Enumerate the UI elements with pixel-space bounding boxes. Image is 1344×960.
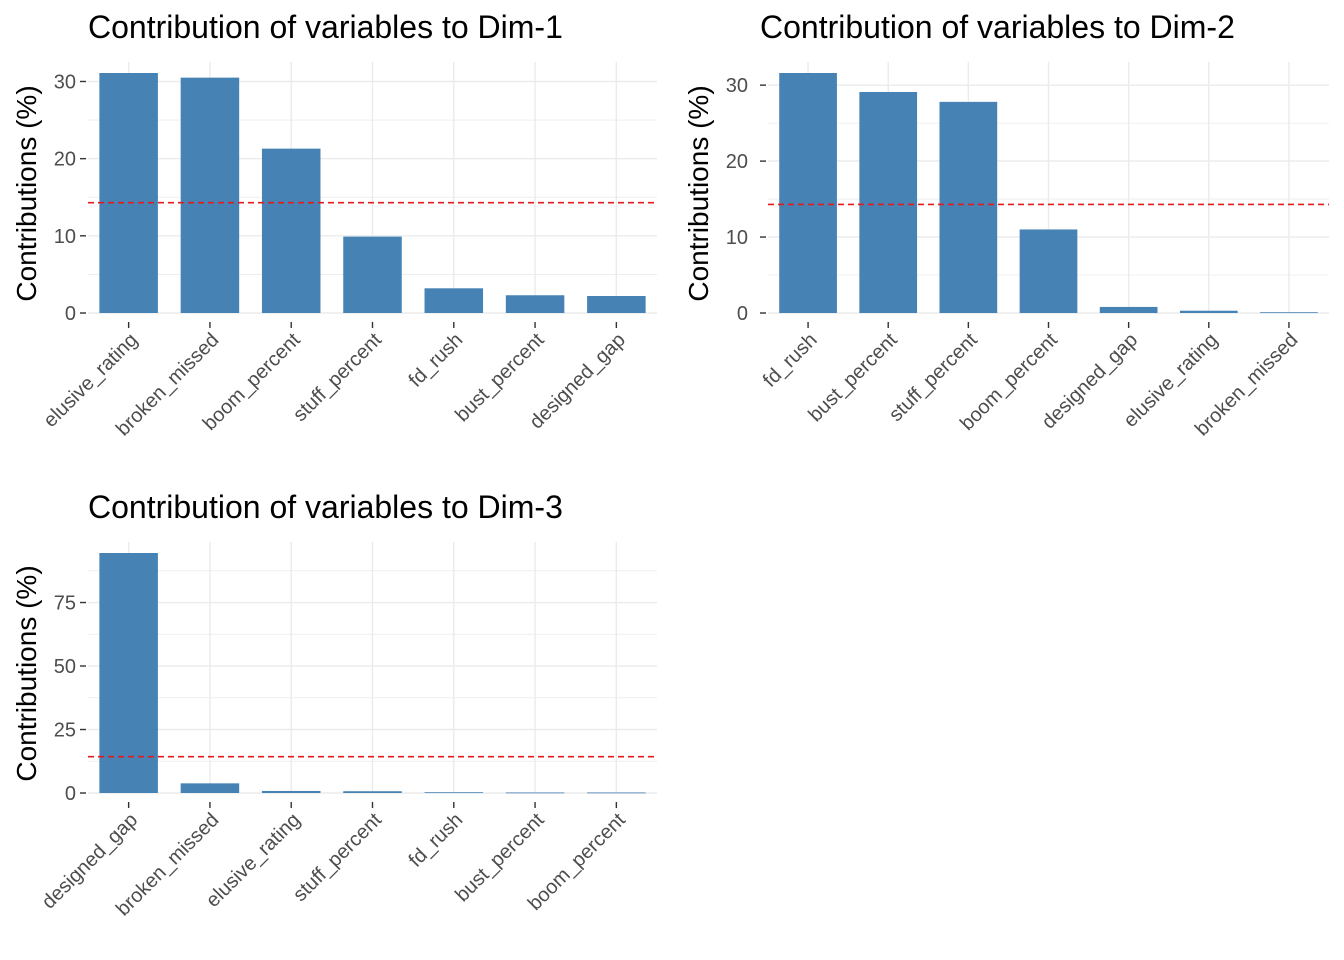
panel-dim-3: 0255075designed_gapbroken_missedelusive_… — [11, 489, 657, 920]
y-tick-label: 25 — [54, 720, 76, 742]
bar-elusive_rating — [261, 790, 321, 793]
bar-bust_percent — [859, 91, 918, 314]
bar-broken_missed — [1260, 312, 1318, 314]
bar-stuff_percent — [939, 101, 998, 314]
chart-title: Contribution of variables to Dim-2 — [760, 9, 1235, 45]
y-tick-label: 75 — [54, 593, 76, 615]
bar-bust_percent — [505, 792, 565, 794]
y-tick-label: 30 — [726, 75, 748, 97]
bar-boom_percent — [1019, 229, 1078, 313]
bar-fd_rush — [779, 73, 837, 313]
y-axis-label: Contributions (%) — [683, 85, 714, 301]
chart-title: Contribution of variables to Dim-3 — [88, 489, 563, 525]
panel-dim-1: 0102030elusive_ratingbroken_missedboom_p… — [11, 9, 657, 440]
bar-fd_rush — [424, 288, 484, 313]
bar-designed_gap — [1099, 306, 1158, 313]
y-tick-label: 0 — [65, 303, 76, 325]
y-tick-label: 0 — [65, 783, 76, 805]
y-tick-label: 0 — [737, 303, 748, 325]
y-tick-label: 10 — [726, 227, 748, 249]
x-tick-label: fd_rush — [759, 329, 822, 392]
x-tick-label: fd_rush — [405, 329, 468, 392]
chart-title: Contribution of variables to Dim-1 — [88, 9, 563, 45]
bar-elusive_rating — [1179, 310, 1238, 313]
y-tick-label: 50 — [54, 656, 76, 678]
bar-designed_gap — [587, 296, 646, 313]
y-axis-label: Contributions (%) — [11, 565, 42, 781]
y-tick-label: 20 — [726, 151, 748, 173]
x-tick-label: stuff_percent — [289, 329, 386, 426]
bar-broken_missed — [180, 783, 240, 793]
bar-elusive_rating — [99, 73, 158, 313]
y-tick-label: 10 — [54, 226, 76, 248]
panel-dim-2: 0102030fd_rushbust_percentstuff_percentb… — [683, 9, 1329, 440]
x-tick-label: stuff_percent — [289, 809, 386, 906]
bar-boom_percent — [587, 792, 646, 794]
bar-broken_missed — [180, 77, 240, 314]
bar-fd_rush — [424, 792, 484, 794]
bar-boom_percent — [261, 148, 321, 313]
bar-bust_percent — [505, 295, 565, 313]
bar-stuff_percent — [343, 791, 402, 793]
bar-designed_gap — [99, 553, 158, 793]
y-axis-label: Contributions (%) — [11, 85, 42, 301]
bar-stuff_percent — [343, 236, 402, 313]
y-tick-label: 20 — [54, 149, 76, 171]
x-tick-label: fd_rush — [405, 809, 468, 872]
y-tick-label: 30 — [54, 71, 76, 93]
